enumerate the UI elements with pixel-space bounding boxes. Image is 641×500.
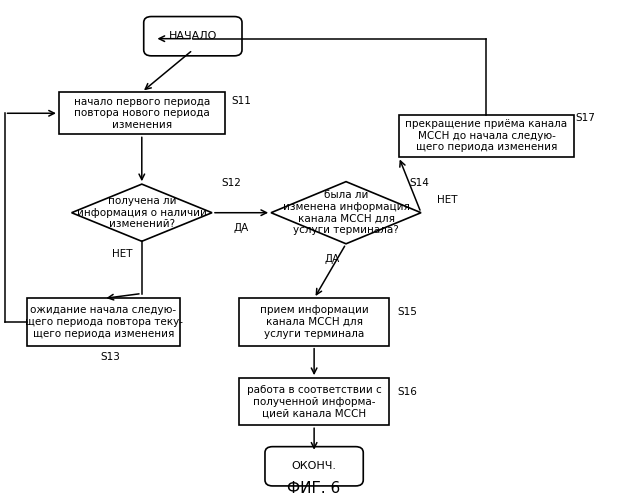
FancyBboxPatch shape: [265, 446, 363, 486]
Text: S15: S15: [397, 307, 417, 317]
Text: ДА: ДА: [234, 222, 249, 232]
Text: S12: S12: [222, 178, 242, 188]
Bar: [27, 298, 180, 346]
Bar: [239, 378, 389, 426]
Text: начало первого периода
повтора нового периода
изменения: начало первого периода повтора нового пе…: [74, 96, 210, 130]
Text: прием информации
канала МССН для
услуги терминала: прием информации канала МССН для услуги …: [260, 306, 369, 338]
Text: НЕТ: НЕТ: [112, 248, 132, 258]
Text: S17: S17: [576, 113, 595, 123]
Text: прекращение приёма канала
МССН до начала следую-
щего периода изменения: прекращение приёма канала МССН до начала…: [405, 119, 567, 152]
Text: получена ли
информация о наличии
изменений?: получена ли информация о наличии изменен…: [77, 196, 207, 230]
Text: была ли
изменена информация
канала МССН для
услуги терминала?: была ли изменена информация канала МССН …: [283, 190, 410, 235]
Text: ФИГ. 6: ФИГ. 6: [288, 481, 341, 496]
Text: S11: S11: [231, 96, 251, 106]
Text: S16: S16: [397, 386, 417, 396]
Text: S14: S14: [410, 178, 429, 188]
Polygon shape: [72, 184, 212, 242]
Polygon shape: [271, 182, 421, 244]
Text: ДА: ДА: [324, 254, 340, 264]
Text: S13: S13: [100, 352, 121, 362]
Bar: [399, 114, 574, 157]
FancyBboxPatch shape: [144, 16, 242, 56]
Text: НАЧАЛО: НАЧАЛО: [169, 31, 217, 41]
Text: работа в соответствии с
полученной информа-
цией канала МССН: работа в соответствии с полученной инфор…: [247, 385, 381, 418]
Text: ожидание начала следую-
щего периода повтора теку-
щего периода изменения: ожидание начала следую- щего периода пов…: [24, 306, 183, 338]
Bar: [239, 298, 389, 346]
Text: НЕТ: НЕТ: [437, 195, 458, 205]
Text: ОКОНЧ.: ОКОНЧ.: [292, 462, 337, 471]
Bar: [59, 92, 225, 134]
